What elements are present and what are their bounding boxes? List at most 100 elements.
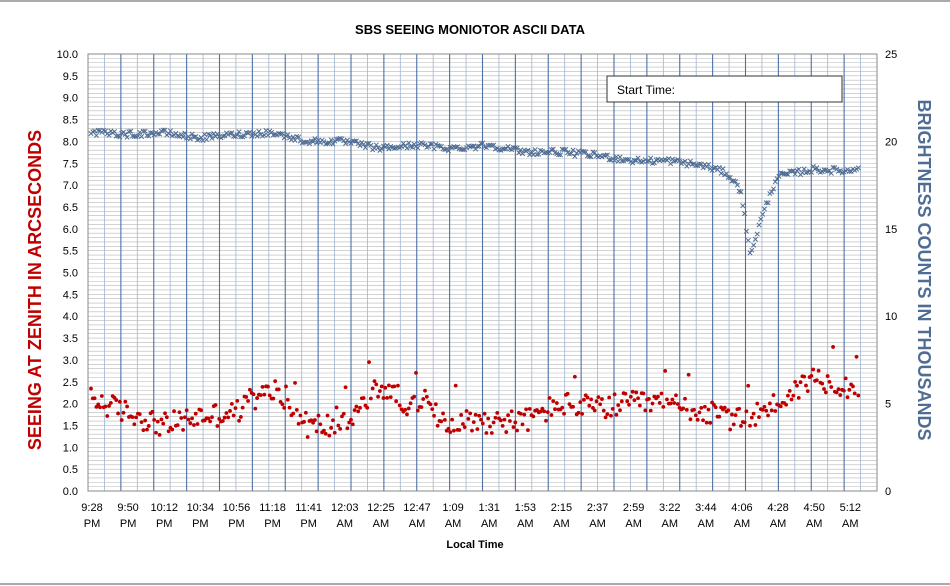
brightness-point	[581, 149, 587, 155]
seeing-point	[237, 418, 241, 423]
left-tick-label: 9.0	[63, 93, 78, 105]
seeing-point	[737, 406, 742, 411]
seeing-point	[323, 431, 328, 436]
brightness-point	[357, 143, 363, 149]
seeing-point	[222, 415, 227, 420]
seeing-point	[623, 391, 628, 396]
brightness-point	[761, 206, 768, 212]
seeing-point	[538, 409, 543, 414]
brightness-point	[362, 145, 368, 151]
seeing-point	[215, 424, 220, 428]
seeing-point	[271, 396, 276, 401]
seeing-point	[820, 381, 825, 386]
x-tick-time: 4:50	[803, 502, 824, 514]
seeing-point	[123, 399, 128, 404]
x-tick-ampm: AM	[625, 518, 642, 530]
seeing-point	[285, 397, 290, 402]
seeing-point	[513, 420, 518, 425]
start-time-label: Start Time:	[617, 83, 675, 97]
x-tick-time: 1:53	[515, 502, 536, 514]
left-tick-label: 3.0	[63, 355, 78, 367]
seeing-point	[567, 402, 572, 407]
brightness-point	[113, 133, 119, 139]
brightness-point	[705, 161, 712, 167]
brightness-point	[514, 145, 520, 151]
brightness-point	[312, 136, 318, 142]
brightness-point	[368, 142, 374, 148]
seeing-point	[331, 418, 335, 423]
seeing-point	[139, 420, 144, 424]
seeing-point	[244, 395, 249, 399]
seeing-point	[177, 410, 182, 415]
brightness-point	[343, 140, 349, 146]
seeing-point	[562, 411, 566, 416]
brightness-point	[391, 145, 397, 151]
brightness-point	[364, 141, 370, 147]
seeing-point	[610, 407, 615, 411]
brightness-point	[279, 131, 285, 137]
seeing-point	[121, 410, 126, 415]
seeing-point	[125, 404, 130, 409]
seeing-point	[488, 424, 492, 429]
seeing-point	[318, 422, 323, 427]
brightness-point	[460, 147, 466, 153]
seeing-point	[199, 408, 204, 413]
seeing-point	[748, 423, 752, 428]
seeing-point	[672, 401, 677, 405]
seeing-point	[728, 427, 733, 432]
seeing-point	[823, 390, 828, 395]
seeing-point	[99, 394, 104, 398]
seeing-point	[291, 411, 296, 416]
left-tick-label: 9.5	[63, 71, 78, 83]
seeing-point	[688, 417, 693, 422]
seeing-point	[717, 414, 722, 419]
seeing-point	[311, 420, 315, 425]
seeing-point	[618, 408, 622, 413]
seeing-point	[107, 403, 111, 408]
seeing-point	[266, 384, 270, 389]
seeing-point	[433, 402, 438, 407]
brightness-point	[604, 152, 610, 158]
seeing-point	[405, 412, 409, 417]
brightness-point	[256, 128, 262, 134]
seeing-point	[251, 392, 256, 397]
brightness-series	[88, 127, 861, 256]
seeing-point	[470, 428, 474, 433]
brightness-point	[117, 134, 123, 140]
seeing-point	[683, 396, 687, 401]
seeing-point	[231, 413, 236, 418]
brightness-point	[214, 131, 220, 137]
brightness-point	[583, 149, 589, 155]
left-tick-label: 0.0	[63, 486, 78, 498]
brightness-point	[617, 154, 623, 160]
seeing-point	[630, 389, 635, 394]
seeing-point	[551, 399, 556, 404]
seeing-point	[479, 417, 483, 422]
seeing-point	[751, 411, 756, 416]
seeing-point	[92, 396, 97, 401]
brightness-point	[189, 131, 195, 137]
seeing-point	[661, 404, 666, 409]
brightness-point	[682, 158, 688, 164]
brightness-point	[93, 132, 99, 138]
seeing-point	[601, 408, 606, 413]
seeing-point	[706, 407, 711, 412]
seeing-point	[240, 405, 245, 410]
brightness-point	[166, 131, 172, 137]
seeing-point	[572, 374, 577, 379]
brightness-point	[716, 164, 722, 171]
seeing-point	[432, 413, 436, 418]
brightness-point	[828, 170, 834, 176]
seeing-point	[482, 411, 487, 416]
brightness-point	[222, 133, 228, 139]
seeing-point	[172, 409, 176, 414]
brightness-point	[700, 165, 706, 171]
brightness-point	[550, 146, 556, 152]
seeing-point	[643, 408, 648, 413]
brightness-point	[556, 152, 562, 158]
brightness-point	[534, 151, 540, 157]
brightness-point	[426, 144, 432, 150]
left-tick-label: 7.5	[63, 158, 78, 170]
seeing-point	[793, 379, 798, 384]
brightness-point	[209, 135, 215, 141]
